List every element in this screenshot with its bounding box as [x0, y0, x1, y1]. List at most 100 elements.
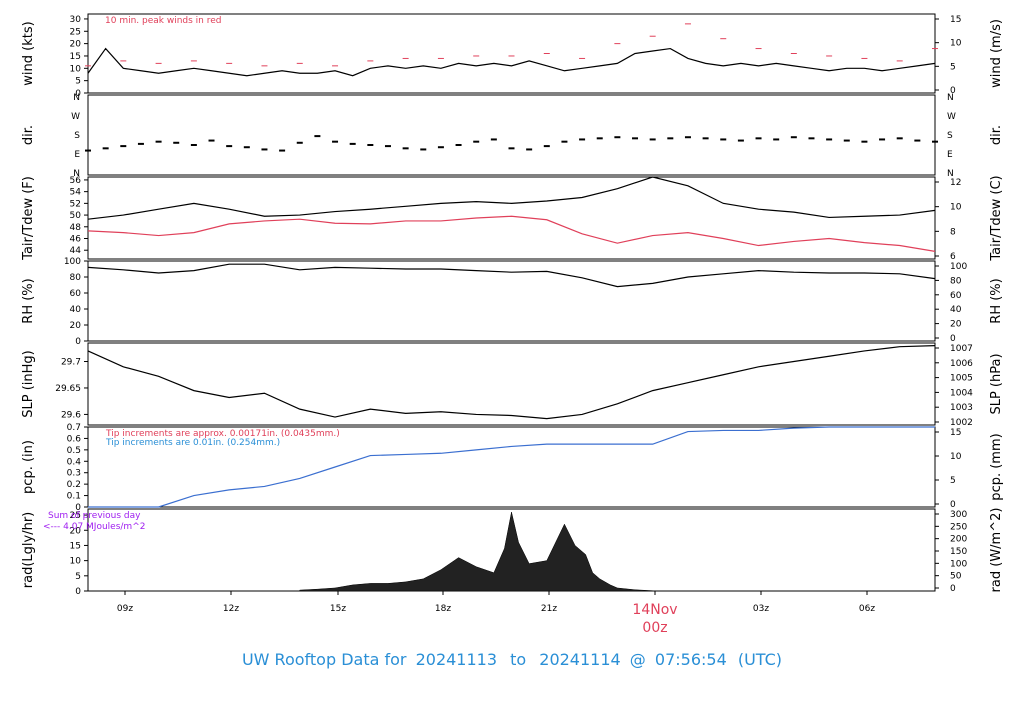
ytick-label-right: 1004 — [950, 388, 973, 398]
ytick-label-left: 0 — [75, 587, 81, 597]
ytick-label-left: 46 — [70, 235, 82, 245]
ytick-label-right: 20 — [950, 320, 962, 330]
time-axis: 09z 12z 15z 18z 21z 14Nov 00z 03z 06z — [117, 602, 875, 636]
ylabel-right: dir. — [989, 125, 1004, 145]
dir-label-right: W — [947, 112, 956, 122]
ytick-label-right: 1003 — [950, 403, 973, 413]
ytick-label-left: 0 — [75, 337, 81, 347]
ytick-label-left: 29.7 — [61, 358, 81, 368]
ylabel-left: pcp. (in) — [21, 440, 36, 494]
ytick-label-left: 15 — [70, 52, 81, 62]
ytick-label-left: 15 — [70, 541, 81, 551]
ytick-label-left: 100 — [64, 257, 81, 267]
ytick-label-left: 0.2 — [67, 480, 81, 490]
ytick-label-right: 10 — [950, 39, 962, 49]
panel-4: SLP (inHg) SLP (hPa) 29.6 29.65 29.7 1002 1003… — [21, 342, 1004, 428]
dir-label-right: N — [947, 93, 954, 103]
dir-label-right: S — [947, 131, 953, 141]
ytick-label-right: 1002 — [950, 418, 973, 428]
ytick-label-left: 5 — [75, 77, 81, 87]
panel-frame — [87, 176, 936, 260]
ytick-label-right: 1005 — [950, 374, 973, 384]
ytick-label-left: 20 — [70, 526, 82, 536]
dir-label-left: N — [73, 169, 80, 179]
panel-frame — [87, 260, 936, 342]
ytick-label-right: 12 — [950, 178, 961, 188]
ytick-label-left: 80 — [70, 273, 82, 283]
ytick-label-left: 29.6 — [61, 410, 81, 420]
date-label: 14Nov — [632, 602, 677, 618]
ytick-label-right: 200 — [950, 535, 967, 545]
ytick-label-right: 250 — [950, 522, 967, 532]
panel-frame — [87, 342, 936, 426]
ytick-label-right: 100 — [950, 262, 967, 272]
dir-label-left: W — [71, 112, 80, 122]
series-Tair — [87, 176, 936, 220]
ytick-label-right: 5 — [950, 62, 956, 72]
ytick-label-left: 48 — [70, 223, 82, 233]
series-wind — [87, 47, 936, 77]
ytick-label-left: 25 — [70, 27, 81, 37]
ytick-label-left: 0.5 — [67, 446, 81, 456]
ytick-label-right: 1007 — [950, 344, 973, 354]
ytick-label-right: 300 — [950, 510, 967, 520]
ytick-label-left: 0.7 — [67, 423, 81, 433]
ytick-label-left: 20 — [70, 321, 82, 331]
ylabel-left: Tair/Tdew (F) — [21, 176, 36, 261]
ytick-label-left: 0.4 — [67, 457, 82, 467]
ytick-label-right: 50 — [950, 572, 962, 582]
panel-1: dir. dir.N NE ES SW WN N — [21, 93, 1004, 179]
panel-3: RH (%) RH (%) 0 20 40 60 80 100 0 20 40 60 80 100 — [21, 257, 1004, 347]
dir-label-right: N — [947, 169, 954, 179]
ytick-label-left: 52 — [70, 199, 81, 209]
ytick-label-right: 0 — [950, 86, 956, 96]
ytick-label-right: 150 — [950, 547, 967, 557]
dir-label-right: E — [947, 150, 953, 160]
panel-2: Tair/Tdew (F) Tair/Tdew (C)44464850525456… — [21, 175, 1004, 262]
ytick-label-right: 40 — [950, 305, 962, 315]
dir-label-left: E — [74, 150, 80, 160]
tick-12z: 12z — [223, 604, 239, 614]
ytick-label-right: 6 — [950, 252, 956, 262]
ytick-label-right: 100 — [950, 559, 967, 569]
ytick-label-left: 60 — [70, 289, 82, 299]
ytick-label-left: 50 — [70, 211, 82, 221]
ytick-label-right: 0 — [950, 334, 956, 344]
ylabel-right: pcp. (mm) — [989, 433, 1004, 500]
ytick-label-left: 30 — [70, 15, 82, 25]
series-SLP — [87, 345, 936, 420]
series-Tdew — [87, 215, 936, 252]
series-RH — [87, 263, 936, 288]
ytick-label-left: 25 — [70, 511, 81, 521]
rad-annotation-1: Sum of previous day — [48, 511, 141, 521]
panel-frame — [87, 13, 936, 94]
ytick-label-right: 15 — [950, 428, 961, 438]
ytick-label-left: 40 — [70, 305, 82, 315]
tick-18z: 18z — [435, 604, 451, 614]
ytick-label-left: 44 — [70, 246, 82, 256]
panel-0: wind (kts) wind (m/s) 0 5 10 15 20 25 30 0 5 10 15 10… — [21, 13, 1004, 99]
footer-title: UW Rooftop Data for 20241113 to 20241114… — [242, 650, 782, 669]
chart-panels: wind (kts) wind (m/s)05101520253005101510… — [21, 13, 1004, 597]
ylabel-right: wind (m/s) — [989, 19, 1004, 88]
ylabel-right: SLP (hPa) — [989, 353, 1004, 414]
panel-5: pcp. (in) pcp. (mm)00.10.20.30.40.50.60.7… — [21, 423, 1004, 513]
ytick-label-right: 15 — [950, 15, 961, 25]
ytick-label-left: 56 — [70, 176, 82, 186]
ytick-label-right: 0 — [950, 584, 956, 594]
dir-label-left: S — [74, 131, 80, 141]
date-sublabel: 00z — [642, 620, 667, 636]
pcp-annotation-2: Tip increments are 0.01in. (0.254mm.) — [105, 438, 280, 448]
ytick-label-left: 29.65 — [55, 384, 81, 394]
ytick-label-left: 0 — [75, 503, 81, 513]
tick-03z: 03z — [753, 604, 769, 614]
rad-annotation-2: <--- 4.07 MJoules/m^2 — [43, 522, 145, 532]
ytick-label-right: 80 — [950, 276, 962, 286]
panel-frame — [87, 426, 936, 508]
ylabel-left: rad(Lgly/hr) — [21, 512, 36, 588]
dir-label-left: N — [73, 93, 80, 103]
tick-21z: 21z — [541, 604, 557, 614]
ytick-label-right: 1006 — [950, 359, 973, 369]
ytick-label-left: 0.6 — [67, 434, 82, 444]
